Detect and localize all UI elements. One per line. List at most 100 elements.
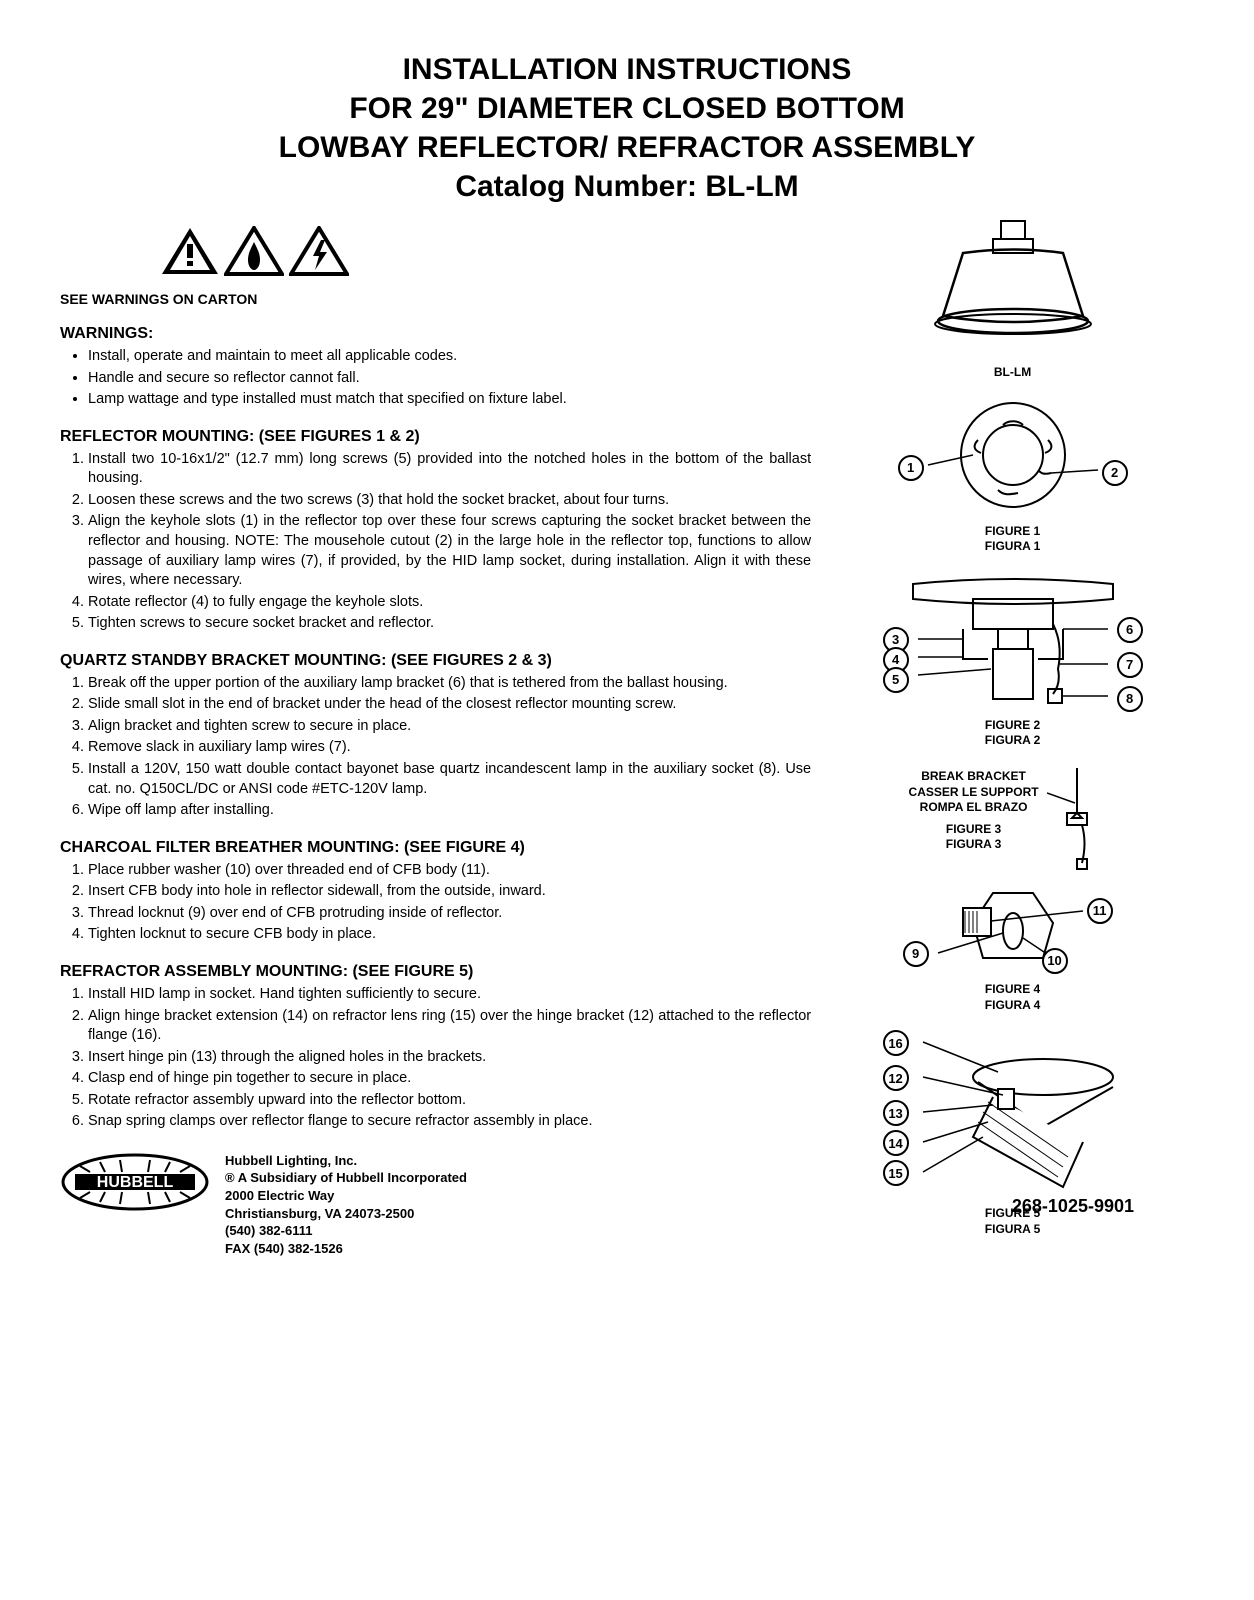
step-item: Insert CFB body into hole in reflector s…	[88, 882, 811, 902]
right-column: BL-LM 1 2 FIGURE 1 FIGU	[831, 216, 1194, 1257]
callout-14: 14	[883, 1130, 909, 1156]
figure-1-caption-es: FIGURA 1	[985, 539, 1041, 553]
step-item: Tighten locknut to secure CFB body in pl…	[88, 925, 811, 945]
figure-5: 16 12 13 14 15 FIGURE 5 FIGURA 5	[883, 1027, 1143, 1251]
figure-3-labels: BREAK BRACKET CASSER LE SUPPORT ROMPA EL…	[909, 769, 1039, 867]
step-item: Install HID lamp in socket. Hand tighten…	[88, 985, 811, 1005]
figure-3-drawing	[1047, 763, 1117, 873]
callout-7: 7	[1117, 652, 1143, 678]
title-line-4: Catalog Number: BL-LM	[60, 167, 1194, 206]
step-item: Wipe off lamp after installing.	[88, 801, 811, 821]
figure-4-caption-en: FIGURE 4	[985, 982, 1040, 996]
title-line-3: LOWBAY REFLECTOR/ REFRACTOR ASSEMBLY	[60, 128, 1194, 167]
refractor-steps: Install HID lamp in socket. Hand tighten…	[60, 985, 811, 1132]
figure-2-caption-es: FIGURA 2	[985, 733, 1041, 747]
address-line-2: Christiansburg, VA 24073-2500	[225, 1205, 467, 1223]
refractor-heading: REFRACTOR ASSEMBLY MOUNTING: (SEE FIGURE…	[60, 963, 811, 981]
step-item: Align hinge bracket extension (14) on re…	[88, 1007, 811, 1046]
fire-hazard-icon	[224, 226, 284, 276]
footer-text: Hubbell Lighting, Inc. ® A Subsidiary of…	[225, 1152, 467, 1257]
step-item: Loosen these screws and the two screws (…	[88, 491, 811, 511]
hubbell-logo: HUBBELL	[60, 1152, 210, 1212]
document-page: INSTALLATION INSTRUCTIONS FOR 29" DIAMET…	[60, 50, 1194, 1257]
footer-block: HUBBELL Hubbell Lighting, Inc. ® A Subsi…	[60, 1152, 811, 1257]
company-name: Hubbell Lighting, Inc.	[225, 1152, 467, 1170]
figure-2: 3 4 5 6 7 8 FIGURE 2 FIGURA 2	[883, 569, 1143, 763]
content-columns: SEE WARNINGS ON CARTON WARNINGS: Install…	[60, 216, 1194, 1257]
step-item: Break off the upper portion of the auxil…	[88, 674, 811, 694]
callout-1: 1	[898, 455, 924, 481]
figure-3: BREAK BRACKET CASSER LE SUPPORT ROMPA EL…	[909, 763, 1117, 873]
step-item: Align the keyhole slots (1) in the refle…	[88, 512, 811, 590]
break-bracket-es: ROMPA EL BRAZO	[909, 800, 1039, 816]
step-item: Snap spring clamps over reflector flange…	[88, 1112, 811, 1132]
product-illustration: BL-LM	[923, 216, 1103, 395]
figure-4: 9 10 11 FIGURE 4 FIGURA 4	[903, 883, 1123, 1027]
break-bracket-en: BREAK BRACKET	[909, 769, 1039, 785]
callout-6: 6	[1117, 617, 1143, 643]
see-warnings-text: SEE WARNINGS ON CARTON	[60, 291, 811, 307]
fax-number: FAX (540) 382-1526	[225, 1240, 467, 1258]
callout-2: 2	[1102, 460, 1128, 486]
warnings-list: Install, operate and maintain to meet al…	[60, 347, 811, 410]
warning-item: Handle and secure so reflector cannot fa…	[88, 369, 811, 389]
phone-number: (540) 382-6111	[225, 1222, 467, 1240]
left-column: SEE WARNINGS ON CARTON WARNINGS: Install…	[60, 216, 811, 1257]
callout-11: 11	[1087, 898, 1113, 924]
address-line-1: 2000 Electric Way	[225, 1187, 467, 1205]
callout-8: 8	[1117, 686, 1143, 712]
figure-3-caption-es: FIGURA 3	[946, 837, 1002, 851]
figure-5-drawing	[903, 1027, 1123, 1197]
shock-hazard-icon	[289, 226, 349, 276]
callout-5: 5	[883, 667, 909, 693]
warning-item: Install, operate and maintain to meet al…	[88, 347, 811, 367]
document-header: INSTALLATION INSTRUCTIONS FOR 29" DIAMET…	[60, 50, 1194, 206]
document-number: 268-1025-9901	[1012, 1196, 1134, 1217]
step-item: Clasp end of hinge pin together to secur…	[88, 1069, 811, 1089]
figure-1: 1 2 FIGURE 1 FIGURA 1	[903, 395, 1123, 569]
registered-icon: ®	[225, 1170, 235, 1185]
figure-2-drawing	[903, 569, 1123, 709]
step-item: Insert hinge pin (13) through the aligne…	[88, 1048, 811, 1068]
warnings-heading: WARNINGS:	[60, 325, 811, 343]
step-item: Place rubber washer (10) over threaded e…	[88, 861, 811, 881]
figure-4-drawing	[923, 883, 1103, 973]
step-item: Remove slack in auxiliary lamp wires (7)…	[88, 738, 811, 758]
figure-5-caption-es: FIGURA 5	[985, 1222, 1041, 1236]
step-item: Install a 120V, 150 watt double contact …	[88, 760, 811, 799]
step-item: Tighten screws to secure socket bracket …	[88, 614, 811, 634]
reflector-heading: REFLECTOR MOUNTING: (SEE FIGURES 1 & 2)	[60, 428, 811, 446]
callout-10: 10	[1042, 948, 1068, 974]
step-item: Thread locknut (9) over end of CFB protr…	[88, 904, 811, 924]
charcoal-heading: CHARCOAL FILTER BREATHER MOUNTING: (SEE …	[60, 839, 811, 857]
svg-text:HUBBELL: HUBBELL	[97, 1174, 174, 1191]
callout-13: 13	[883, 1100, 909, 1126]
figure-4-caption-es: FIGURA 4	[985, 998, 1041, 1012]
title-line-2: FOR 29" DIAMETER CLOSED BOTTOM	[60, 89, 1194, 128]
reflector-steps: Install two 10-16x1/2" (12.7 mm) long sc…	[60, 450, 811, 634]
bl-lm-icon	[923, 216, 1103, 356]
step-item: Slide small slot in the end of bracket u…	[88, 695, 811, 715]
title-line-1: INSTALLATION INSTRUCTIONS	[60, 50, 1194, 89]
figure-1-drawing	[923, 395, 1103, 515]
callout-12: 12	[883, 1065, 909, 1091]
quartz-steps: Break off the upper portion of the auxil…	[60, 674, 811, 821]
step-item: Rotate reflector (4) to fully engage the…	[88, 593, 811, 613]
warning-icons-row	[160, 226, 811, 281]
figure-3-caption-en: FIGURE 3	[946, 822, 1001, 836]
callout-16: 16	[883, 1030, 909, 1056]
quartz-heading: QUARTZ STANDBY BRACKET MOUNTING: (SEE FI…	[60, 652, 811, 670]
charcoal-steps: Place rubber washer (10) over threaded e…	[60, 861, 811, 945]
product-label: BL-LM	[923, 365, 1103, 381]
callout-9: 9	[903, 941, 929, 967]
step-item: Install two 10-16x1/2" (12.7 mm) long sc…	[88, 450, 811, 489]
figure-2-caption-en: FIGURE 2	[985, 718, 1040, 732]
subsidiary-text: A Subsidiary of Hubbell Incorporated	[238, 1170, 467, 1185]
caution-icon	[160, 226, 220, 276]
figure-1-caption-en: FIGURE 1	[985, 524, 1040, 538]
warning-item: Lamp wattage and type installed must mat…	[88, 390, 811, 410]
break-bracket-fr: CASSER LE SUPPORT	[909, 785, 1039, 801]
step-item: Rotate refractor assembly upward into th…	[88, 1091, 811, 1111]
step-item: Align bracket and tighten screw to secur…	[88, 717, 811, 737]
callout-15: 15	[883, 1160, 909, 1186]
